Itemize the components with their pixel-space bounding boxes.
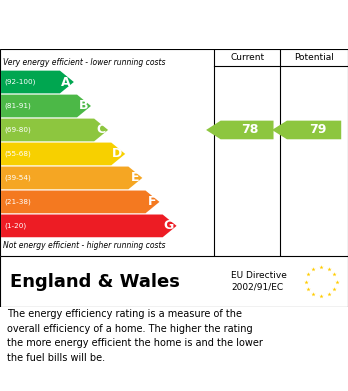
Text: Potential: Potential: [294, 53, 334, 62]
Polygon shape: [1, 143, 125, 165]
Text: England & Wales: England & Wales: [10, 273, 180, 291]
Polygon shape: [1, 118, 108, 141]
Polygon shape: [206, 121, 274, 139]
Text: 79: 79: [309, 124, 326, 136]
Text: (1-20): (1-20): [4, 222, 26, 229]
Text: E: E: [131, 171, 140, 185]
Text: D: D: [112, 147, 122, 160]
Text: (39-54): (39-54): [4, 175, 31, 181]
Text: Not energy efficient - higher running costs: Not energy efficient - higher running co…: [3, 241, 166, 250]
Polygon shape: [1, 167, 142, 189]
Text: (81-91): (81-91): [4, 103, 31, 109]
Text: (55-68): (55-68): [4, 151, 31, 157]
Text: EU Directive
2002/91/EC: EU Directive 2002/91/EC: [231, 271, 287, 292]
Text: Very energy efficient - lower running costs: Very energy efficient - lower running co…: [3, 58, 166, 67]
Text: B: B: [79, 99, 88, 113]
Polygon shape: [1, 215, 176, 237]
Text: C: C: [96, 124, 105, 136]
Text: A: A: [62, 75, 71, 88]
Polygon shape: [1, 95, 91, 117]
Text: (21-38): (21-38): [4, 199, 31, 205]
Polygon shape: [1, 190, 159, 213]
Text: F: F: [148, 196, 157, 208]
Text: Energy Efficiency Rating: Energy Efficiency Rating: [10, 17, 220, 32]
Polygon shape: [272, 121, 341, 139]
Text: (92-100): (92-100): [4, 79, 35, 85]
Polygon shape: [1, 71, 74, 93]
Text: G: G: [164, 219, 174, 232]
Text: (69-80): (69-80): [4, 127, 31, 133]
Text: 78: 78: [242, 124, 259, 136]
Text: Current: Current: [230, 53, 264, 62]
Text: The energy efficiency rating is a measure of the
overall efficiency of a home. T: The energy efficiency rating is a measur…: [7, 309, 263, 363]
